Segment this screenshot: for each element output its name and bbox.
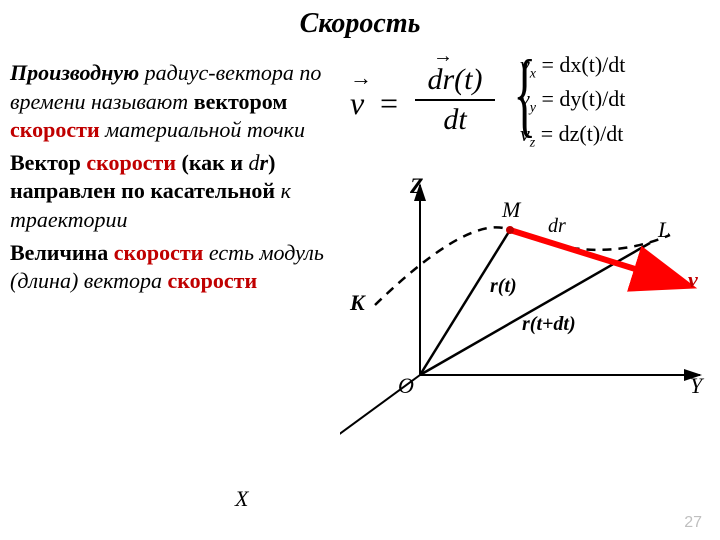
vector-v: v bbox=[350, 85, 364, 122]
label-K: K bbox=[350, 290, 365, 316]
p1-lead: Производную bbox=[10, 60, 139, 85]
label-X: X bbox=[235, 486, 248, 512]
label-Z: Z bbox=[410, 173, 423, 199]
left-brace: { bbox=[513, 46, 536, 141]
definition-text: Производную радиус-вектора по времени на… bbox=[10, 55, 330, 296]
label-Y: Y bbox=[690, 373, 702, 399]
label-rt: r(t) bbox=[490, 275, 517, 298]
component-equations: { vx = dx(t)/dt vy = dy(t)/dt vz = dz(t)… bbox=[520, 50, 625, 153]
label-O: O bbox=[398, 373, 414, 399]
page-number: 27 bbox=[684, 514, 702, 532]
label-dr: dr bbox=[548, 215, 566, 238]
label-rtdt: r(t+dt) bbox=[522, 313, 576, 336]
label-v: v bbox=[688, 267, 698, 293]
label-M: M bbox=[502, 197, 520, 223]
fraction: dr(t) dt bbox=[415, 63, 495, 137]
coordinate-diagram: Z K O Y M L dr v r(t) r(t+dt) bbox=[340, 175, 710, 495]
label-L: L bbox=[658, 217, 670, 243]
slide-title: Скорость bbox=[0, 0, 720, 40]
